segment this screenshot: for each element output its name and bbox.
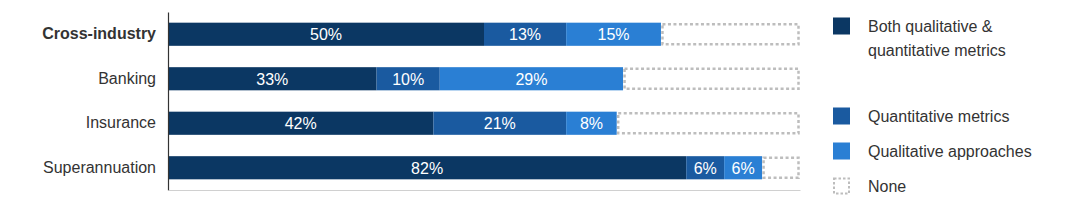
tick: Insurance — [86, 114, 156, 131]
tick-label: Banking — [98, 70, 156, 87]
tick: Banking — [98, 70, 156, 87]
bar-segment — [566, 112, 617, 135]
legend-entry: None — [834, 178, 906, 195]
data-label: 15% — [598, 26, 630, 43]
bar-segment — [566, 23, 661, 46]
bar-segment — [168, 156, 686, 179]
legend-label-line: Qualitative approaches — [868, 143, 1032, 160]
tick: Cross-industry — [42, 25, 156, 42]
tick-label: Insurance — [86, 114, 156, 131]
data-label: 6% — [732, 160, 755, 177]
data-label: 82% — [411, 160, 443, 177]
series — [440, 23, 762, 180]
legend-label-line: Both qualitative & — [868, 18, 993, 35]
data-label: 8% — [580, 115, 603, 132]
bar-segment — [168, 112, 433, 135]
data-label: 50% — [310, 26, 342, 43]
data-label: 33% — [256, 71, 288, 88]
tick-label: Cross-industry — [42, 25, 156, 42]
legend-swatch — [833, 108, 850, 125]
bar-segment — [625, 69, 799, 89]
legend-label-line: Quantitative metrics — [868, 108, 1009, 125]
bar-segment — [662, 24, 798, 44]
bar-segment — [618, 113, 798, 133]
bar-segment — [377, 67, 440, 90]
legend-swatch — [833, 18, 850, 35]
data-label: 21% — [484, 115, 516, 132]
tick: Superannuation — [43, 159, 156, 176]
chart: 50% 33% 42% 82% 13% 10% 21% 6% 15% 29% 8% 6% Cross-i… — [0, 0, 1084, 210]
bar-segment — [686, 156, 724, 179]
data-label: 13% — [509, 26, 541, 43]
bar-segment — [440, 67, 623, 90]
bars — [168, 23, 799, 180]
legend-label-line: None — [868, 178, 906, 195]
bar-segment — [168, 23, 484, 46]
data-label: 10% — [392, 71, 424, 88]
data-label: 29% — [515, 71, 547, 88]
legend-entry: Quantitative metrics — [833, 108, 1009, 125]
bar-segment — [724, 156, 762, 179]
data-labels: 50% 33% 42% 82% 13% 10% 21% 6% 15% 29% 8% 6% — [256, 26, 754, 177]
bar-segment — [168, 67, 377, 90]
series — [618, 24, 798, 178]
data-label: 6% — [694, 160, 717, 177]
tick-label: Superannuation — [43, 159, 156, 176]
category-axis: Cross-industry Banking Insurance Superannua… — [42, 13, 168, 191]
bar-segment — [484, 23, 566, 46]
data-label: 42% — [285, 115, 317, 132]
legend: Both qualitative & quantitative metrics Qu… — [833, 18, 1032, 195]
legend-entry: Both qualitative & quantitative metrics — [833, 18, 1006, 59]
legend-swatch — [833, 143, 850, 160]
legend-label-line: quantitative metrics — [868, 42, 1006, 59]
series — [377, 23, 725, 180]
legend-label: Qualitative approaches — [868, 143, 1032, 160]
legend-entry: Qualitative approaches — [833, 143, 1032, 160]
axis-line — [168, 13, 169, 191]
bar-segment — [433, 112, 566, 135]
series — [168, 23, 686, 180]
axis-line — [169, 190, 801, 191]
legend-swatch — [834, 179, 849, 194]
legend-label: Quantitative metrics — [868, 108, 1009, 125]
value-axis — [169, 190, 801, 191]
legend-label: Both qualitative & quantitative metrics — [868, 18, 1006, 59]
bar-segment — [764, 158, 799, 178]
legend-label: None — [868, 178, 906, 195]
